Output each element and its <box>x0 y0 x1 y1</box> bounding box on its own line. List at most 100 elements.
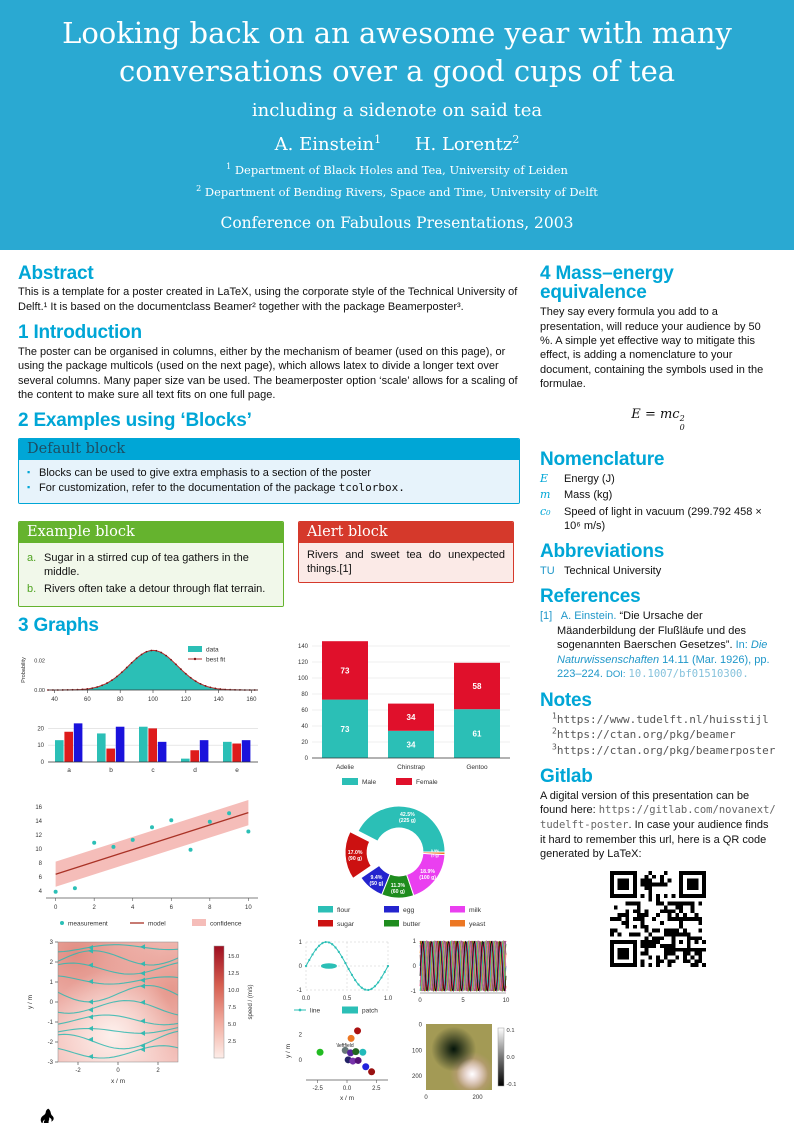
svg-text:8: 8 <box>39 861 43 867</box>
blocks-section-heading: 2 Examples using ‘Blocks’ <box>18 410 252 432</box>
svg-text:milk: milk <box>469 907 482 914</box>
svg-text:100: 100 <box>148 697 159 703</box>
note-item: 2https://ctan.org/pkg/beamer <box>552 726 736 742</box>
svg-text:confidence: confidence <box>210 920 242 927</box>
svg-text:4: 4 <box>39 889 43 895</box>
svg-text:14: 14 <box>35 819 42 825</box>
default-block: Default block Blocks can be used to give… <box>18 438 520 504</box>
author-1: A. Einstein1 <box>274 132 382 155</box>
svg-text:0: 0 <box>424 1095 428 1100</box>
note-url[interactable]: https://ctan.org/pkg/beamer <box>556 728 736 742</box>
alert-block-body: Rivers and sweet tea do unexpected thing… <box>299 542 513 583</box>
notes-heading: Notes <box>540 690 592 712</box>
svg-text:10: 10 <box>35 847 42 853</box>
svg-text:0.0: 0.0 <box>507 1055 515 1061</box>
conference-name: Conference on Fabulous Presentations, 20… <box>220 213 574 232</box>
svg-text:-2: -2 <box>75 1068 81 1074</box>
svg-text:9.4%: 9.4% <box>371 875 383 881</box>
note-url[interactable]: https://ctan.org/pkg/beamerposter <box>556 743 776 757</box>
svg-text:40: 40 <box>51 697 58 703</box>
svg-text:Adelie: Adelie <box>336 764 354 771</box>
svg-text:b: b <box>109 767 113 774</box>
references-heading: References <box>540 586 641 608</box>
svg-text:sugar: sugar <box>337 921 355 928</box>
svg-text:200: 200 <box>473 1095 484 1100</box>
svg-text:d: d <box>193 767 197 774</box>
tu-flame-icon <box>40 1108 54 1123</box>
svg-text:-2.5: -2.5 <box>313 1086 324 1092</box>
doi-link[interactable]: 10.1007/bf01510300. <box>628 668 749 681</box>
stacked-bar-figure: 0 20 40 60 80 100 120 140 73 73 Adelie 34 34 Chinstra… <box>280 638 518 792</box>
affiliation-2: 2 Department of Bending Rivers, Space an… <box>196 183 598 199</box>
svg-text:120: 120 <box>181 697 192 703</box>
svg-text:0.00: 0.00 <box>34 688 45 694</box>
svg-text:y / m: y / m <box>27 995 34 1009</box>
note-url[interactable]: https://www.tudelft.nl/huisstijl <box>556 713 769 727</box>
svg-text:flour: flour <box>337 907 351 914</box>
gitlab-heading: Gitlab <box>540 766 593 788</box>
svg-text:73: 73 <box>341 724 350 733</box>
svg-text:a: a <box>67 767 71 774</box>
svg-text:2: 2 <box>50 960 54 966</box>
author-2: H. Lorentz2 <box>414 132 520 155</box>
alert-block: Alert block Rivers and sweet tea do unex… <box>298 520 514 584</box>
svg-text:yeast: yeast <box>469 921 485 928</box>
example-block: Example block a. Sugar in a stirred cup … <box>18 520 284 607</box>
regression-chart: 0 2 4 6 8 10 4 6 8 10 12 14 16 measurement model confid… <box>35 799 258 927</box>
regression-figure: 0 2 4 6 8 10 4 6 8 10 12 14 16 measurement model confid… <box>18 794 272 934</box>
svg-text:(5 g): (5 g) <box>431 853 439 857</box>
svg-text:Male: Male <box>362 779 376 786</box>
svg-text:10.0: 10.0 <box>228 988 239 994</box>
example-item-b: b. Rivers often take a detour through fl… <box>27 583 266 596</box>
svg-text:egg: egg <box>403 907 415 914</box>
svg-text:17.0%: 17.0% <box>348 849 363 855</box>
svg-text:160: 160 <box>246 697 257 703</box>
svg-text:100: 100 <box>298 676 309 682</box>
svg-text:-0.1: -0.1 <box>507 1082 517 1088</box>
svg-text:1: 1 <box>50 980 54 986</box>
svg-text:patch: patch <box>362 1007 378 1014</box>
nomenclature-row: m Mass (kg) <box>540 488 613 502</box>
svg-text:120: 120 <box>298 660 309 666</box>
svg-text:x / m: x / m <box>340 1095 354 1102</box>
heatmap-subplot: 0 200 0 100 200 0.1 0.0 -0.1 <box>412 1022 517 1100</box>
svg-text:200: 200 <box>412 1074 423 1080</box>
svg-text:140: 140 <box>214 697 225 703</box>
default-block-item-1: Blocks can be used to give extra emphasi… <box>27 466 511 480</box>
donut-figure: 42.5% (225 g) 17.0% (90 g) 9.4% (50 g) 11.3% (6… <box>280 794 518 934</box>
nomenclature-heading: Nomenclature <box>540 448 665 470</box>
svg-text:butter: butter <box>403 921 421 928</box>
svg-text:1.0: 1.0 <box>384 996 393 1002</box>
svg-text:Gentoo: Gentoo <box>466 764 488 771</box>
abbreviation-row: TU Technical University <box>540 565 662 578</box>
note-item: 1https://www.tudelft.nl/huisstijl <box>552 711 769 727</box>
example-item-a: a. Sugar in a stirred cup of tea gathers… <box>27 551 249 579</box>
abbreviations-heading: Abbreviations <box>540 541 665 563</box>
svg-text:Probability: Probability <box>21 656 27 682</box>
svg-text:40: 40 <box>301 724 308 730</box>
svg-text:-1: -1 <box>411 989 417 995</box>
svg-text:20: 20 <box>37 726 44 732</box>
stacked-bar-chart: 0 20 40 60 80 100 120 140 73 73 Adelie 34 34 Chinstra… <box>298 640 510 786</box>
svg-text:8: 8 <box>208 905 212 911</box>
svg-text:Female: Female <box>416 779 438 786</box>
svg-text:0: 0 <box>299 1057 303 1063</box>
poster-subtitle: including a sidenote on said tea <box>251 99 543 121</box>
poster-title: Looking back on an awesome year with man… <box>30 14 764 91</box>
gitlab-body: A digital version of this presentation c… <box>540 789 776 860</box>
gitlab-url[interactable]: https://gitlab.com/novanext/tudelft-post… <box>540 804 776 831</box>
nomenclature-row: E Energy (J) <box>540 471 615 485</box>
default-block-item-2: For customization, refer to the document… <box>27 481 511 495</box>
svg-text:(100 g): (100 g) <box>419 874 436 880</box>
svg-text:data: data <box>206 646 219 653</box>
introduction-heading: 1 Introduction <box>18 322 142 344</box>
svg-text:2: 2 <box>93 905 97 911</box>
svg-text:2.5: 2.5 <box>372 1086 381 1092</box>
svg-text:0.9%: 0.9% <box>431 849 440 853</box>
svg-text:0.5: 0.5 <box>343 996 352 1002</box>
svg-text:Chinstrap: Chinstrap <box>397 764 425 771</box>
notes-list: 1https://www.tudelft.nl/huisstijl 2https… <box>540 711 776 758</box>
svg-text:60: 60 <box>301 708 308 714</box>
svg-text:73: 73 <box>341 666 350 675</box>
